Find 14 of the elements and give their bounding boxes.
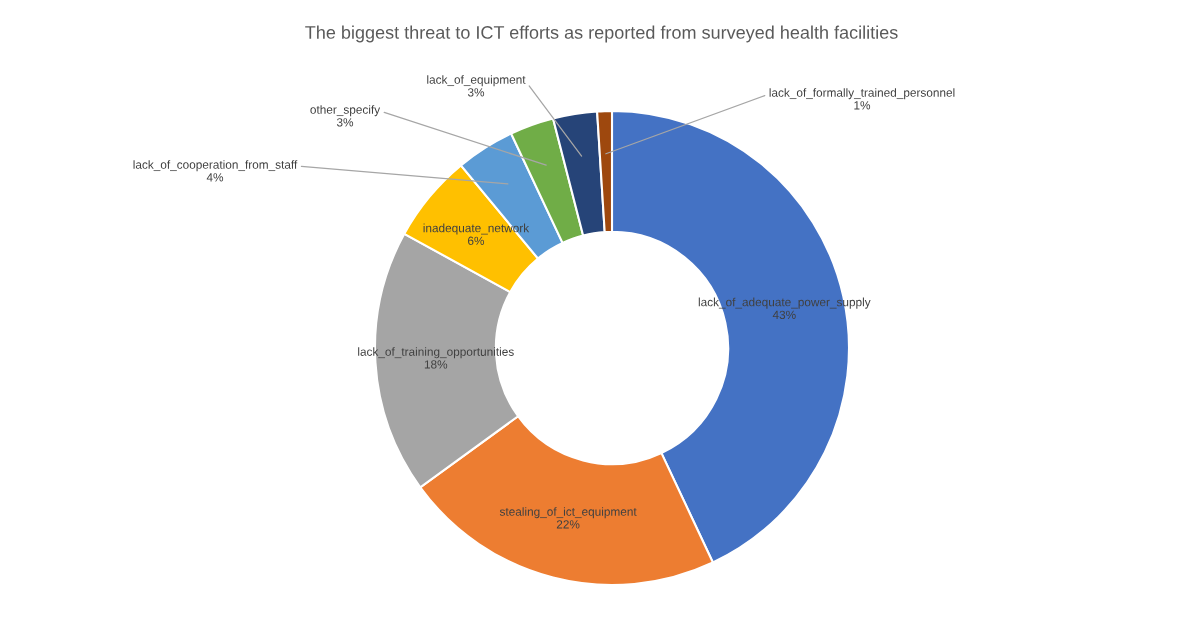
data-label: 6% xyxy=(468,236,485,245)
slice-label: stealing_of_ict_equipment xyxy=(499,507,637,519)
data-label: 3% xyxy=(467,88,485,97)
chart-title: The biggest threat to ICT efforts as reported from surveyed health facilities xyxy=(305,25,898,43)
data-label: 4% xyxy=(206,173,224,182)
slice-label: other_specify xyxy=(310,105,381,117)
data-label: 3% xyxy=(336,118,354,127)
slice-label: lack_of_cooperation_from_staff xyxy=(133,160,298,172)
data-label: 1% xyxy=(854,101,871,110)
slice-label: lack_of_equipment xyxy=(427,75,526,87)
data-label: 22% xyxy=(556,520,580,529)
data-label: 18% xyxy=(424,360,448,369)
slice-label: lack_of_formally_trained_personnel xyxy=(769,88,955,100)
data-label: 43% xyxy=(772,310,796,320)
